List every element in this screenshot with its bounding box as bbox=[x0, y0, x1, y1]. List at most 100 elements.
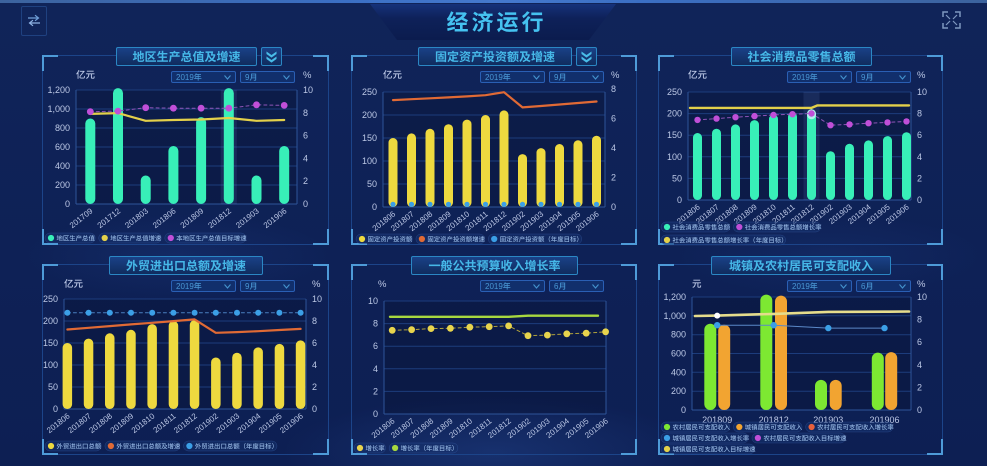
svg-text:社会消费品零售总额增长率（年度目标）: 社会消费品零售总额增长率（年度目标） bbox=[673, 236, 788, 244]
svg-text:600: 600 bbox=[55, 142, 70, 152]
svg-text:201906: 201906 bbox=[262, 206, 289, 230]
svg-text:201712: 201712 bbox=[96, 206, 123, 230]
svg-text:增长率（年度目标）: 增长率（年度目标） bbox=[401, 444, 459, 452]
svg-text:6: 6 bbox=[303, 131, 308, 141]
svg-text:6: 6 bbox=[917, 130, 922, 140]
svg-text:201803: 201803 bbox=[123, 206, 150, 230]
svg-text:201903: 201903 bbox=[234, 206, 261, 230]
svg-text:农村居民可支配收入目标增速: 农村居民可支配收入目标增速 bbox=[763, 434, 847, 442]
svg-text:10: 10 bbox=[917, 87, 927, 97]
svg-text:800: 800 bbox=[55, 123, 70, 133]
svg-text:%: % bbox=[312, 279, 321, 290]
svg-text:4: 4 bbox=[917, 360, 922, 370]
svg-text:201809: 201809 bbox=[179, 206, 206, 230]
svg-text:社会消费品零售总额: 社会消费品零售总额 bbox=[673, 223, 731, 231]
svg-text:8: 8 bbox=[373, 319, 378, 329]
svg-text:6: 6 bbox=[373, 341, 378, 351]
svg-text:400: 400 bbox=[55, 161, 70, 171]
svg-text:城镇居民可支配收入目标增速: 城镇居民可支配收入目标增速 bbox=[673, 445, 757, 453]
svg-text:200: 200 bbox=[671, 386, 686, 396]
svg-text:城镇居民可支配收入增长率: 城镇居民可支配收入增长率 bbox=[673, 434, 750, 442]
svg-text:0: 0 bbox=[677, 195, 682, 205]
svg-text:0: 0 bbox=[53, 404, 58, 414]
svg-text:2: 2 bbox=[303, 176, 308, 186]
svg-text:0: 0 bbox=[611, 202, 616, 212]
svg-text:100: 100 bbox=[667, 152, 682, 162]
svg-text:50: 50 bbox=[367, 179, 377, 189]
svg-text:100: 100 bbox=[362, 156, 377, 166]
svg-text:201812: 201812 bbox=[759, 415, 789, 425]
svg-text:地区生产总值增速: 地区生产总值增速 bbox=[110, 234, 162, 242]
svg-text:600: 600 bbox=[671, 349, 686, 359]
svg-text:增长率: 增长率 bbox=[366, 444, 386, 452]
svg-text:%: % bbox=[917, 70, 926, 81]
svg-text:250: 250 bbox=[362, 87, 377, 97]
svg-text:201903: 201903 bbox=[813, 415, 843, 425]
svg-text:4: 4 bbox=[917, 152, 922, 162]
svg-text:8: 8 bbox=[917, 109, 922, 119]
svg-text:外贸进出口总额（年度目标）: 外贸进出口总额（年度目标） bbox=[195, 442, 278, 450]
svg-text:地区生产总值: 地区生产总值 bbox=[57, 234, 96, 242]
svg-text:固定资产投资额: 固定资产投资额 bbox=[368, 235, 413, 243]
svg-text:10: 10 bbox=[917, 292, 927, 302]
svg-text:201709: 201709 bbox=[68, 206, 95, 230]
svg-text:2: 2 bbox=[917, 382, 922, 392]
svg-text:201812: 201812 bbox=[206, 206, 233, 230]
svg-text:10: 10 bbox=[303, 85, 313, 95]
svg-text:2: 2 bbox=[312, 382, 317, 392]
svg-text:8: 8 bbox=[611, 84, 616, 94]
svg-text:元: 元 bbox=[692, 279, 702, 290]
svg-text:农村居民可支配收入增长率: 农村居民可支配收入增长率 bbox=[817, 423, 894, 431]
svg-text:200: 200 bbox=[55, 180, 70, 190]
svg-text:本地区生产总值目标增速: 本地区生产总值目标增速 bbox=[176, 234, 247, 242]
svg-text:6: 6 bbox=[917, 337, 922, 347]
svg-text:外贸进出口总额: 外贸进出口总额 bbox=[57, 442, 102, 450]
svg-text:6: 6 bbox=[312, 338, 317, 348]
svg-text:1,200: 1,200 bbox=[47, 85, 70, 95]
svg-text:0: 0 bbox=[312, 404, 317, 414]
svg-text:%: % bbox=[611, 70, 620, 81]
svg-text:250: 250 bbox=[667, 87, 682, 97]
svg-text:亿元: 亿元 bbox=[76, 70, 96, 81]
svg-text:1,000: 1,000 bbox=[663, 311, 686, 321]
svg-text:201809: 201809 bbox=[702, 415, 732, 425]
svg-text:固定资产投资额（年度目标）: 固定资产投资额（年度目标） bbox=[500, 235, 583, 243]
svg-text:社会消费品零售总额增长率: 社会消费品零售总额增长率 bbox=[745, 223, 822, 231]
svg-text:0: 0 bbox=[303, 199, 308, 209]
svg-text:10: 10 bbox=[368, 296, 378, 306]
svg-text:0: 0 bbox=[917, 405, 922, 415]
svg-text:50: 50 bbox=[672, 173, 682, 183]
svg-text:200: 200 bbox=[362, 110, 377, 120]
svg-text:4: 4 bbox=[312, 360, 317, 370]
svg-text:8: 8 bbox=[917, 315, 922, 325]
svg-text:农村居民可支配收入: 农村居民可支配收入 bbox=[673, 423, 731, 431]
svg-text:0: 0 bbox=[373, 409, 378, 419]
svg-text:400: 400 bbox=[671, 367, 686, 377]
svg-text:4: 4 bbox=[611, 143, 616, 153]
svg-text:200: 200 bbox=[43, 316, 58, 326]
svg-text:1,200: 1,200 bbox=[663, 292, 686, 302]
svg-text:%: % bbox=[378, 279, 387, 290]
svg-text:亿元: 亿元 bbox=[383, 70, 403, 81]
svg-text:10: 10 bbox=[312, 294, 322, 304]
svg-text:150: 150 bbox=[43, 338, 58, 348]
svg-text:0: 0 bbox=[372, 202, 377, 212]
svg-text:150: 150 bbox=[362, 133, 377, 143]
svg-text:100: 100 bbox=[43, 360, 58, 370]
svg-text:2: 2 bbox=[917, 173, 922, 183]
svg-text:800: 800 bbox=[671, 330, 686, 340]
svg-text:201906: 201906 bbox=[278, 411, 305, 435]
svg-text:0: 0 bbox=[917, 195, 922, 205]
svg-text:亿元: 亿元 bbox=[688, 70, 708, 81]
svg-text:固定资产投资额增速: 固定资产投资额增速 bbox=[427, 235, 485, 243]
svg-text:0: 0 bbox=[65, 199, 70, 209]
svg-text:250: 250 bbox=[43, 294, 58, 304]
svg-text:外贸进出口总额及增速: 外贸进出口总额及增速 bbox=[116, 442, 181, 450]
svg-text:%: % bbox=[303, 70, 312, 81]
svg-text:1,000: 1,000 bbox=[47, 104, 70, 114]
svg-text:201806: 201806 bbox=[151, 206, 178, 230]
svg-text:2: 2 bbox=[611, 173, 616, 183]
svg-text:200: 200 bbox=[667, 109, 682, 119]
svg-text:亿元: 亿元 bbox=[64, 279, 84, 290]
svg-text:201906: 201906 bbox=[869, 415, 899, 425]
